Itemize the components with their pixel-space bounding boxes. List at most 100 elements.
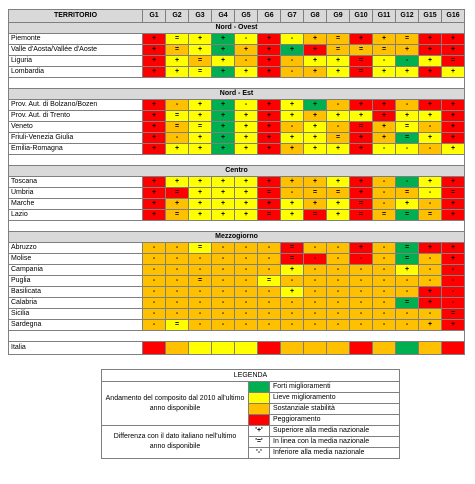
goal-cell: - [326,275,350,287]
goal-cell: + [326,176,350,188]
region-name: Abruzzo [8,242,143,254]
goal-cell: + [280,132,304,144]
legend-diff-text: Superiore alla media nazionale [269,425,400,437]
goal-cell: + [257,55,281,67]
header-goal: G4 [211,9,235,23]
goal-cell: - [395,99,419,111]
goal-cell: + [441,44,465,56]
goal-cell: - [372,55,396,67]
goal-cell: - [142,275,166,287]
goal-cell: - [326,308,350,320]
goal-cell: + [280,209,304,221]
goal-cell: = [441,55,465,67]
goal-cell: - [257,253,281,265]
goal-cell: = [257,209,281,221]
goal-cell: = [188,242,212,254]
goal-cell: - [303,297,327,309]
goal-cell: - [165,242,189,254]
goal-cell: + [303,121,327,133]
goal-cell: + [142,143,166,155]
goal-cell: - [303,264,327,276]
goal-cell: - [326,121,350,133]
goal-cell: = [188,66,212,78]
legend-diff-text: In linea con la media nazionale [269,436,400,448]
goal-cell: + [234,198,258,210]
legend-trend-text: Sostanziale stabilità [269,403,400,415]
goal-cell: - [188,286,212,298]
goal-cell: = [326,44,350,56]
goal-cell: + [211,55,235,67]
table-row: Molise - - - - - - = - - - - = - + [8,253,465,265]
header-goal: G11 [372,9,396,23]
region-name: Lazio [8,209,143,221]
goal-cell [234,341,258,355]
goal-cell: - [326,242,350,254]
goal-cell: + [142,33,166,45]
goal-cell: = [257,275,281,287]
goal-cell: + [395,66,419,78]
goal-cell: + [303,55,327,67]
goal-cell: + [418,297,442,309]
goal-cell: - [234,286,258,298]
goal-cell: = [188,121,212,133]
goal-cell: + [326,110,350,122]
goal-cell: + [257,198,281,210]
goal-cell: - [257,286,281,298]
goal-cell [280,341,304,355]
goal-cell: - [142,308,166,320]
region-name: Molise [8,253,143,265]
goal-cell: - [257,297,281,309]
goal-cell: + [280,143,304,155]
goal-cell: - [234,319,258,331]
goal-cell: - [211,275,235,287]
table-row: Basilicata - - - - - - + - - - - - + - [8,286,465,298]
goal-cell: + [234,44,258,56]
goal-cell: - [142,286,166,298]
legend-title: LEGENDA [101,369,400,382]
goal-cell: + [418,319,442,331]
goal-cell: - [418,275,442,287]
goal-cell: - [188,264,212,276]
legend-symbol-minus: '-' [248,447,270,459]
legend-trend-text: Peggioramento [269,414,400,426]
goal-cell: - [234,275,258,287]
goal-cell: - [418,143,442,155]
table-row: Liguria + + = + - + - + + = - - + = [8,55,465,67]
table-row: Friuli-Venezia Giulia + - + + + + + + = + + = + + [8,132,465,144]
goal-cell: + [165,176,189,188]
goal-cell: - [372,176,396,188]
section-title: Nord - Ovest [8,22,465,34]
header-goal: G1 [142,9,166,23]
goal-cell: - [395,308,419,320]
goal-cell: - [280,66,304,78]
goal-cell [303,341,327,355]
goal-cell [441,341,465,355]
header-goal: G7 [280,9,304,23]
goal-cell: + [349,110,373,122]
goal-cell: = [441,308,465,320]
goal-cell: + [441,33,465,45]
goal-cell: + [188,143,212,155]
goal-cell: = [395,253,419,265]
goal-cell: - [234,242,258,254]
goal-cell: + [303,110,327,122]
legend-trend-label: Andamento del composito dal 2010 all'ult… [101,381,249,426]
goal-cell: = [165,110,189,122]
region-name: Calabria [8,297,143,309]
goal-cell: - [395,275,419,287]
goal-cell: = [395,187,419,199]
goal-cell: - [280,297,304,309]
goal-cell: + [372,110,396,122]
goal-cell: + [142,121,166,133]
goal-cell: + [188,209,212,221]
goal-cell: - [395,143,419,155]
goal-cell: - [188,297,212,309]
goal-cell: + [211,143,235,155]
legend-swatch-stability [248,403,270,415]
goal-cell: + [234,110,258,122]
italia-row: Italia [8,341,465,355]
goal-cell: + [349,132,373,144]
goal-cell: + [234,66,258,78]
goal-cell: = [303,209,327,221]
goal-cell: + [234,121,258,133]
